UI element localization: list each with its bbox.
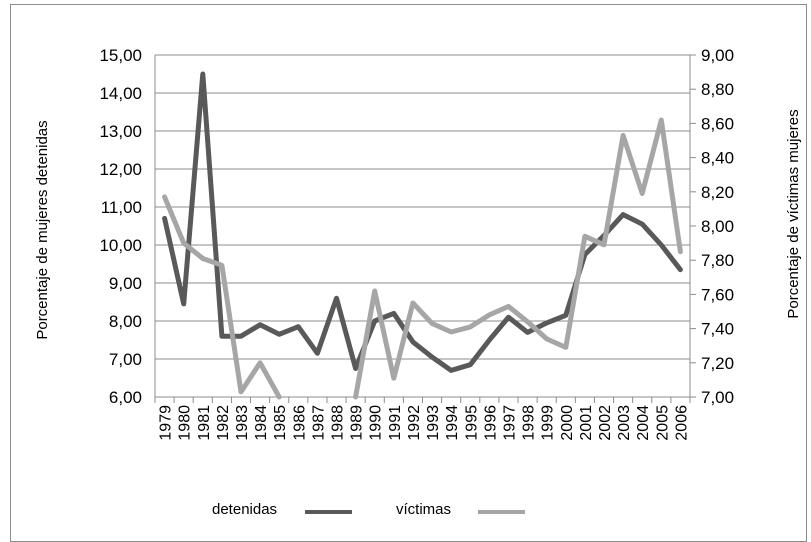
x-tick-label: 1989 [349, 405, 366, 441]
x-tick-label: 1987 [310, 405, 327, 441]
x-tick-labels: 1979 1980 1981 1982 1983 1984 1985 1986 1987 1988… [158, 405, 691, 441]
x-tick-label: 1997 [501, 405, 518, 441]
series-line-victimas [356, 120, 681, 397]
left-y-tick-label: 8,00 [109, 312, 142, 331]
x-tick-label: 1990 [368, 405, 385, 441]
legend-label-detenidas: detenidas [212, 501, 277, 518]
x-tick-label: 1995 [463, 405, 480, 441]
x-tick-label: 1994 [444, 405, 461, 441]
left-y-tick-label: 6,00 [109, 388, 142, 407]
right-y-tick-labels: 7,00 7,20 7,40 7,60 7,80 8,00 8,20 8,40 8,60 8,80… [701, 46, 734, 407]
right-y-tick-label: 8,00 [701, 217, 734, 236]
x-tick-label: 1988 [330, 405, 347, 441]
x-tick-label: 1981 [196, 405, 213, 441]
right-y-tick-label: 8,80 [701, 80, 734, 99]
x-tick-label: 2005 [654, 405, 671, 441]
left-y-tick-label: 13,00 [99, 122, 142, 141]
x-tick-label: 1982 [215, 405, 232, 441]
left-y-tick-label: 10,00 [99, 236, 142, 255]
x-tick-label: 1980 [177, 405, 194, 441]
left-axis-title: Porcentaje de mujeres detenidas [34, 120, 51, 339]
x-tick-label: 1983 [234, 405, 251, 441]
series-lines [165, 74, 681, 397]
x-tick-label: 2004 [635, 405, 652, 441]
right-y-tick-label: 9,00 [701, 46, 734, 65]
left-y-tick-label: 11,00 [101, 198, 142, 217]
x-tick-label: 2002 [597, 405, 614, 441]
left-y-tick-labels: 6,00 7,00 8,00 9,00 10,00 11,00 12,00 13,00 14,0… [99, 46, 142, 407]
left-y-tick-label: 15,00 [99, 46, 142, 65]
right-y-tick-label: 7,40 [701, 320, 734, 339]
right-axis-title: Porcentaje de víctimas mujeres [785, 109, 802, 318]
right-y-tick-label: 8,60 [701, 114, 734, 133]
right-y-tick-label: 8,40 [701, 149, 734, 168]
left-y-tick-label: 7,00 [109, 350, 142, 369]
x-tick-label: 1984 [253, 405, 270, 441]
x-tick-label: 2001 [578, 405, 595, 441]
right-y-tick-label: 7,20 [701, 354, 734, 373]
right-y-tick-label: 8,20 [701, 183, 734, 202]
x-tick-label: 1992 [406, 405, 423, 441]
x-tick-label: 2006 [673, 405, 690, 441]
right-y-tick-label: 7,60 [701, 285, 734, 304]
x-tick-label: 1996 [482, 405, 499, 441]
x-tick-label: 1998 [521, 405, 538, 441]
x-tick-label: 1999 [540, 405, 557, 441]
series-line-detenidas [165, 74, 681, 370]
right-y-tick-label: 7,00 [701, 388, 734, 407]
x-tick-label: 1986 [291, 405, 308, 441]
x-tick-label: 1985 [272, 405, 289, 441]
left-y-tick-label: 14,00 [99, 84, 142, 103]
x-tick-label: 1993 [425, 405, 442, 441]
x-tick-label: 2003 [616, 405, 633, 441]
right-y-tick-label: 7,80 [701, 251, 734, 270]
left-y-tick-label: 9,00 [109, 274, 142, 293]
legend-label-victimas: víctimas [396, 501, 451, 518]
legend: detenidas víctimas [212, 501, 525, 518]
x-tick-label: 2000 [559, 405, 576, 441]
x-tick-label: 1979 [158, 405, 175, 441]
x-tick-label: 1991 [387, 405, 404, 441]
left-y-tick-label: 12,00 [99, 160, 142, 179]
